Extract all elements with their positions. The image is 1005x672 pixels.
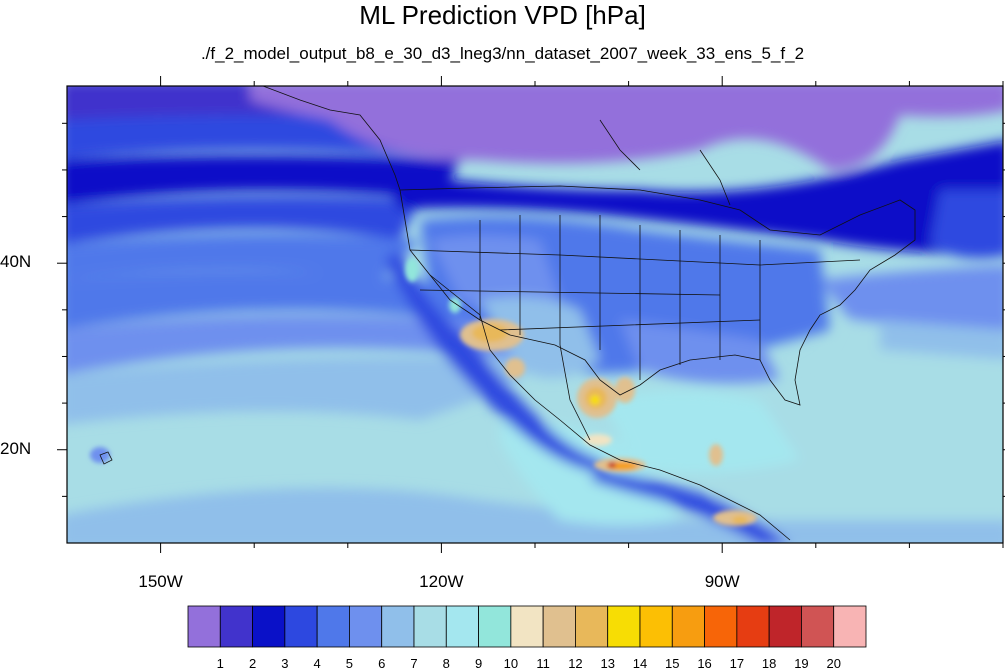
colorbar-swatch [381, 605, 415, 648]
colorbar-swatch [478, 605, 512, 648]
colorbar-label: 15 [665, 656, 680, 671]
latitude-label: 20N [0, 438, 32, 458]
colorbar-swatch [768, 605, 802, 648]
colorbar-label: 4 [313, 656, 321, 671]
colorbar-swatch [639, 605, 673, 648]
colorbar-swatch [736, 605, 770, 648]
vpd-field [67, 86, 1003, 543]
colorbar-swatch [671, 605, 705, 648]
colorbar-swatch [413, 605, 447, 648]
colorbar-swatch [252, 605, 286, 648]
colorbar-label: 11 [536, 656, 550, 671]
colorbar-swatch [704, 605, 738, 648]
longitude-label: 150W [138, 572, 183, 591]
colorbar-label: 14 [632, 656, 648, 671]
colorbar-swatch [833, 605, 867, 648]
colorbar-label: 12 [568, 656, 583, 671]
axis-ticks [57, 76, 1005, 553]
colorbar-swatch [187, 605, 221, 648]
colorbar-label: 19 [794, 656, 809, 671]
colorbar-label: 18 [761, 656, 777, 671]
colorbar-swatch [349, 605, 383, 648]
colorbar-swatch [316, 605, 350, 648]
latitude-label: 40N [0, 252, 32, 272]
colorbar-label: 8 [442, 656, 450, 671]
colorbar-swatch [801, 605, 835, 648]
colorbar-label: 2 [248, 656, 257, 671]
colorbar-label: 1 [216, 656, 224, 671]
colorbar-label: 10 [503, 656, 519, 671]
colorbar-label: 13 [600, 656, 615, 671]
colorbar-swatch [284, 605, 318, 648]
colorbar [187, 605, 867, 648]
colorbar-swatch [575, 605, 609, 648]
colorbar-swatch [510, 605, 544, 648]
colorbar-label: 7 [410, 656, 418, 671]
colorbar-swatch [607, 605, 641, 648]
colorbar-label: 20 [826, 656, 841, 671]
colorbar-label: 16 [697, 656, 712, 671]
colorbar-swatch [219, 605, 253, 648]
boundaries [99, 86, 916, 541]
map-title: ML Prediction VPD [hPa] [359, 0, 646, 30]
longitude-label: 90W [704, 572, 740, 591]
colorbar-swatch [445, 605, 479, 648]
colorbar-label: 6 [378, 656, 386, 671]
colorbar-label: 5 [345, 656, 354, 671]
colorbar-label: 3 [281, 656, 289, 671]
colorbar-label: 9 [474, 656, 483, 671]
map-subtitle: ./f_2_model_output_b8_e_30_d3_lneg3/nn_d… [200, 44, 805, 63]
longitude-label: 120W [419, 572, 464, 591]
colorbar-swatch [542, 605, 576, 648]
colorbar-label: 17 [729, 656, 745, 671]
